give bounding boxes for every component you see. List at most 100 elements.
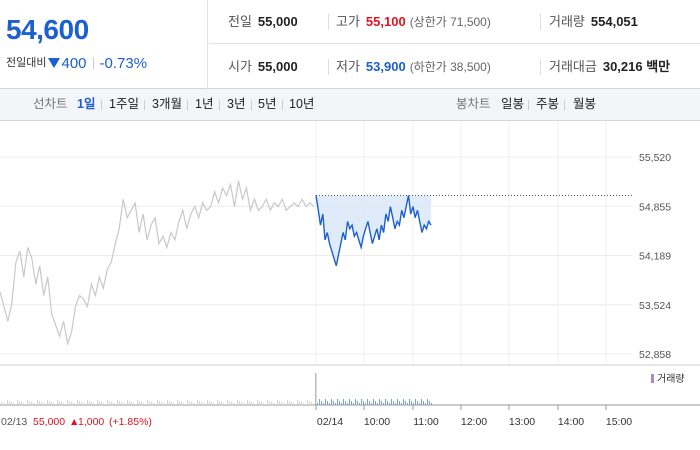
tab-3-years[interactable]: 3년 — [227, 97, 246, 111]
volume-bar — [35, 404, 36, 405]
volume-bar — [111, 402, 112, 405]
volume-bar — [219, 401, 220, 405]
stats-row-1: 전일 55,000 고가 55,100 (상한가 71,500) 거래량 554,051 — [209, 0, 700, 44]
volume-bar — [393, 401, 394, 405]
volume-bar — [273, 403, 274, 405]
volume-bar — [267, 400, 268, 405]
volume-bar — [185, 404, 186, 405]
volume-bar — [239, 401, 240, 405]
volume-bar — [291, 402, 292, 405]
volume-bar — [97, 400, 98, 405]
volume-bar — [289, 401, 290, 405]
divider — [144, 100, 145, 110]
volume-bar — [397, 399, 398, 405]
volume-bar — [145, 404, 146, 405]
volume-bar — [119, 401, 120, 405]
volume-bar — [247, 400, 248, 405]
divider — [92, 57, 94, 69]
tab-1-week[interactable]: 1주일 — [109, 97, 139, 111]
x-tick-label: 14:00 — [558, 416, 584, 428]
volume-bar — [307, 400, 308, 405]
volume-bar — [233, 403, 234, 405]
tab-monthly-candle[interactable]: 월봉 — [573, 97, 597, 111]
tab-weekly-candle[interactable]: 주봉 — [536, 97, 560, 111]
volume-bar — [333, 401, 334, 405]
volume-bar — [349, 399, 350, 405]
volume-bar — [129, 401, 130, 405]
volume-bar — [193, 403, 194, 405]
volume-bar — [201, 402, 202, 405]
chart-period-tabs: 선차트 1일 1주일 3개월 1년 3년 5년 10년 봉차트 일봉 주봉 월봉 — [0, 89, 700, 121]
volume-bar — [141, 402, 142, 405]
prev-day-date: 02/13 — [1, 416, 27, 428]
volume-bar — [301, 402, 302, 405]
volume-bar — [415, 399, 416, 405]
volume-bar — [399, 401, 400, 405]
volume-bar — [53, 403, 54, 405]
volume-bar — [225, 404, 226, 405]
volume-bar — [419, 403, 420, 405]
today-price-line — [315, 195, 432, 267]
volume-bar — [271, 402, 272, 405]
prev-day-close: 55,000 — [33, 416, 65, 428]
tab-1-year[interactable]: 1년 — [195, 97, 214, 111]
volume-bar — [59, 401, 60, 405]
volume-bar — [37, 400, 38, 405]
volume-bar — [99, 401, 100, 405]
divider — [187, 100, 188, 110]
volume-bar — [159, 401, 160, 405]
volume-bar — [321, 401, 322, 405]
volume-bar — [89, 401, 90, 405]
volume-bar — [253, 403, 254, 405]
x-tick-label: 13:00 — [509, 416, 535, 428]
volume-bar — [179, 401, 180, 405]
volume-bar — [281, 402, 282, 405]
volume-bar — [33, 403, 34, 405]
volume-bar — [303, 403, 304, 405]
tab-1-day[interactable]: 1일 — [77, 97, 96, 111]
volume-bar — [359, 403, 360, 405]
volume-bar — [353, 403, 354, 405]
volume-bar — [121, 402, 122, 405]
tab-daily-candle[interactable]: 일봉 — [501, 97, 525, 111]
tab-3-months[interactable]: 3개월 — [152, 97, 182, 111]
volume-bar — [101, 402, 102, 405]
volume-bar — [211, 402, 212, 405]
divider — [328, 59, 329, 75]
stock-quote-header: 54,600 전일대비 400 -0.73% 전일 55,000 고가 55,100 (상… — [0, 0, 700, 89]
volume-bar — [389, 403, 390, 405]
change-percent: -0.73% — [99, 55, 148, 72]
lower-limit: (하한가 38,500) — [409, 60, 491, 74]
volume-bar — [95, 404, 96, 405]
volume-bar — [313, 403, 314, 405]
volume-bar — [199, 401, 200, 405]
grid-lines — [315, 121, 607, 410]
volume-bar — [223, 403, 224, 405]
low-price: 저가 53,900 (하한가 38,500) — [336, 45, 491, 89]
candle-chart-label: 봉차트 — [456, 97, 491, 111]
volume-bar — [127, 400, 128, 405]
volume-bar — [379, 399, 380, 405]
volume-bar — [391, 399, 392, 405]
volume-bar — [279, 401, 280, 405]
volume-bar — [331, 399, 332, 405]
volume-bar — [85, 404, 86, 405]
open-label: 시가 — [228, 59, 252, 74]
volume-bar — [181, 402, 182, 405]
volume-bar — [191, 402, 192, 405]
volume-bar — [5, 404, 6, 405]
volume-bars — [1, 373, 432, 405]
volume-bar — [39, 401, 40, 405]
volume-bar — [77, 400, 78, 405]
divider — [101, 100, 102, 110]
volume-bar — [413, 403, 414, 405]
volume-bar — [147, 400, 148, 405]
tab-10-years[interactable]: 10년 — [289, 97, 315, 111]
volume-bar — [431, 403, 432, 405]
volume-bar — [299, 401, 300, 405]
volume-bar — [91, 402, 92, 405]
volume-bar — [171, 402, 172, 405]
volume-bar — [277, 400, 278, 405]
volume-bar — [49, 401, 50, 405]
tab-5-years[interactable]: 5년 — [258, 97, 277, 111]
